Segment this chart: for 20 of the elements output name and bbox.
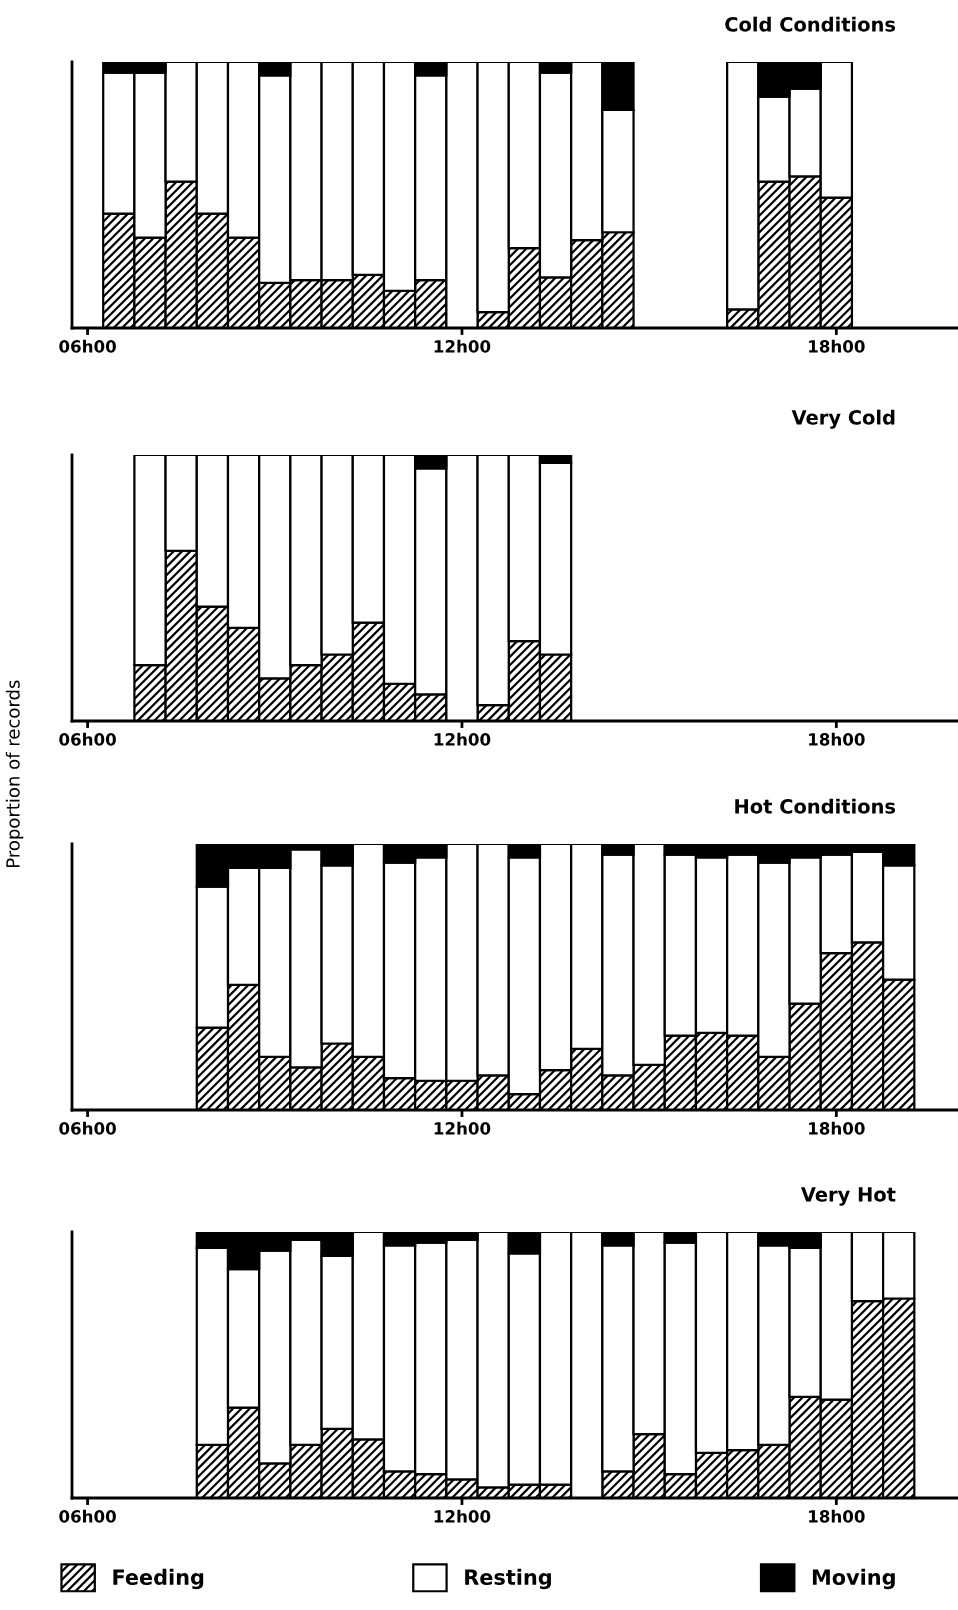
- x-tick-label: 18h00: [809, 732, 865, 746]
- y-axis-title: Proportion of records: [5, 680, 24, 867]
- chart-title: Hot Conditions: [735, 798, 896, 814]
- x-tick-label: 12h00: [434, 339, 491, 353]
- x-tick-label: 06h00: [59, 339, 116, 353]
- x-tick-label: 06h00: [59, 1509, 116, 1523]
- x-tick-label: 18h00: [809, 339, 865, 353]
- x-tick-label: 12h00: [434, 732, 491, 746]
- x-tick-label: 06h00: [59, 1121, 116, 1135]
- chart-title: Cold Conditions: [725, 16, 896, 32]
- x-tick-label: 06h00: [59, 732, 116, 746]
- x-tick-label: 18h00: [809, 1121, 865, 1135]
- x-tick-label: 18h00: [809, 1509, 865, 1523]
- x-tick-label: 12h00: [434, 1121, 491, 1135]
- legend-label: Resting: [465, 1568, 551, 1590]
- chart-title: Very Cold: [791, 409, 895, 429]
- chart-title: Very Hot: [800, 1187, 896, 1206]
- x-tick-label: 12h00: [434, 1509, 491, 1523]
- legend-label: Feeding: [113, 1568, 204, 1590]
- legend-label: Moving: [812, 1568, 895, 1590]
